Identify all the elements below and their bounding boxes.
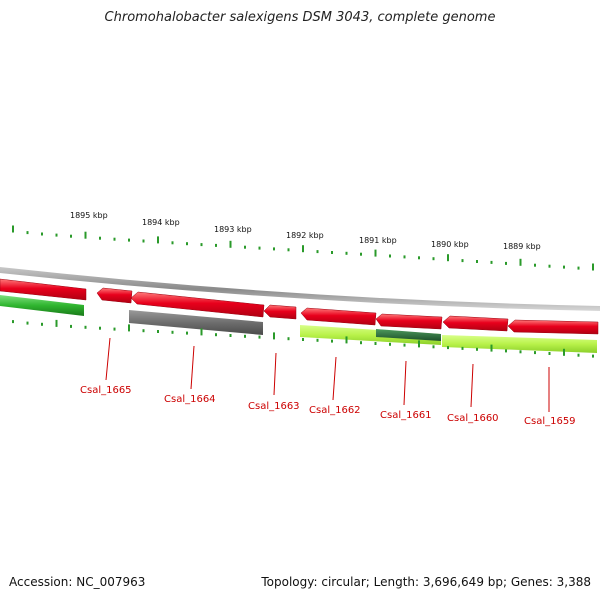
genome-backbone	[0, 267, 600, 311]
category-bar-dark-green	[376, 329, 441, 341]
accession-text: Accession: NC_007963	[9, 575, 146, 589]
locus-leaders	[105, 337, 550, 412]
locus-tag[interactable]: Csal_1665	[80, 385, 132, 396]
gene-track-red	[0, 278, 599, 335]
category-bar-lime	[442, 335, 597, 353]
category-track	[0, 295, 597, 353]
gene-arrow[interactable]	[442, 315, 509, 332]
category-bar-lime	[300, 325, 441, 345]
scale-label: 1894 kbp	[142, 218, 180, 227]
gene-arrow[interactable]	[507, 319, 599, 335]
scale-labels: 1895 kbp 1894 kbp 1893 kbp 1892 kbp 1891…	[70, 211, 541, 251]
scale-label: 1892 kbp	[286, 231, 324, 240]
genome-summary-text: Topology: circular; Length: 3,696,649 bp…	[261, 575, 591, 589]
locus-labels: Csal_1665 Csal_1664 Csal_1663 Csal_1662 …	[80, 385, 576, 427]
scale-label: 1895 kbp	[70, 211, 108, 220]
gene-arrow[interactable]	[300, 307, 377, 326]
scale-label: 1890 kbp	[431, 240, 469, 249]
locus-tag[interactable]: Csal_1664	[164, 394, 216, 405]
locus-tag[interactable]: Csal_1663	[248, 401, 300, 412]
scale-label: 1889 kbp	[503, 242, 541, 251]
scale-ticks-upper	[12, 225, 594, 271]
scale-ticks-lower	[12, 319, 594, 358]
gene-arrow[interactable]	[263, 304, 297, 320]
gene-arrow[interactable]	[375, 313, 443, 330]
scale-label: 1891 kbp	[359, 236, 397, 245]
locus-tag[interactable]: Csal_1659	[524, 416, 576, 427]
category-bar-gray	[129, 310, 263, 335]
scale-label: 1893 kbp	[214, 225, 252, 234]
locus-tag[interactable]: Csal_1660	[447, 413, 499, 424]
category-bar-green	[0, 295, 84, 316]
locus-tag[interactable]: Csal_1661	[380, 410, 432, 421]
gene-arrow[interactable]	[96, 287, 133, 304]
gene-arrow[interactable]	[0, 278, 87, 301]
gene-arrow[interactable]	[130, 291, 265, 318]
locus-tag[interactable]: Csal_1662	[309, 405, 361, 416]
genome-title: Chromohalobacter salexigens DSM 3043, co…	[104, 10, 496, 25]
